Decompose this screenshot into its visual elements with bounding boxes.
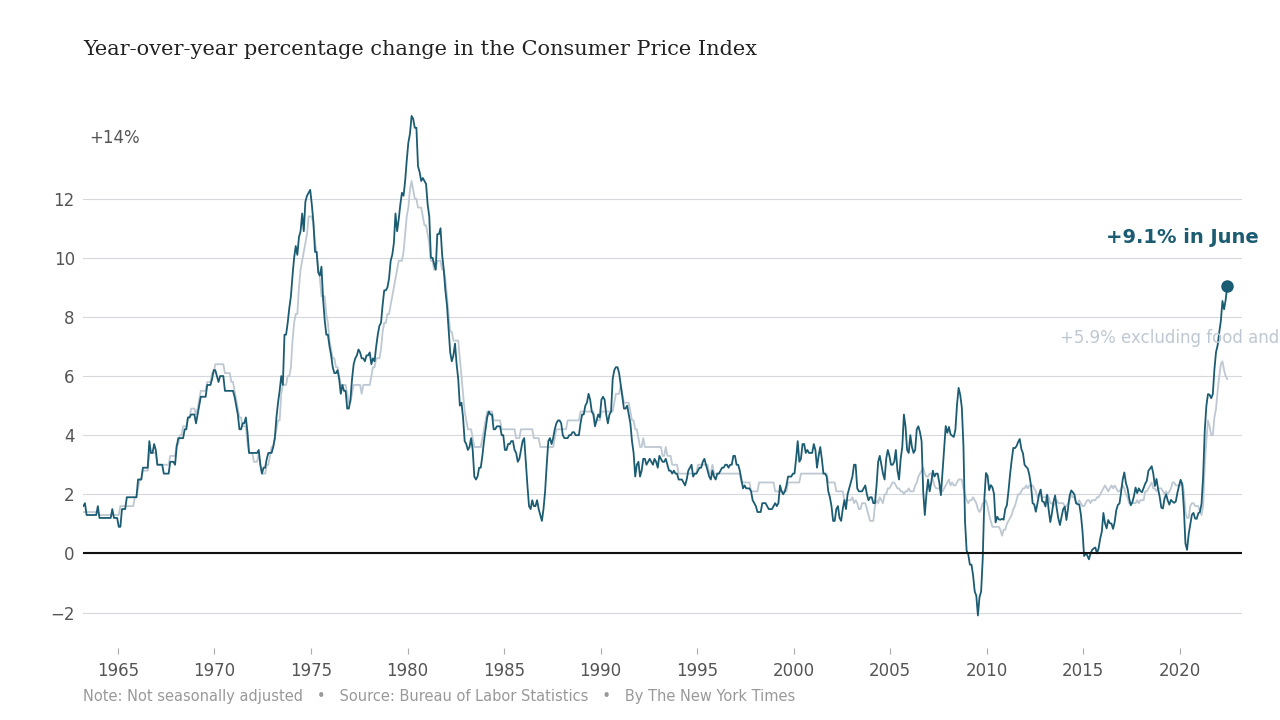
Text: Note: Not seasonally adjusted   •   Source: Bureau of Labor Statistics   •   By : Note: Not seasonally adjusted • Source: …: [83, 689, 795, 704]
Text: +14%: +14%: [90, 129, 140, 147]
Text: +5.9% excluding food and energy: +5.9% excluding food and energy: [1060, 328, 1280, 346]
Text: Year-over-year percentage change in the Consumer Price Index: Year-over-year percentage change in the …: [83, 40, 758, 58]
Text: +9.1% in June: +9.1% in June: [1106, 228, 1260, 247]
